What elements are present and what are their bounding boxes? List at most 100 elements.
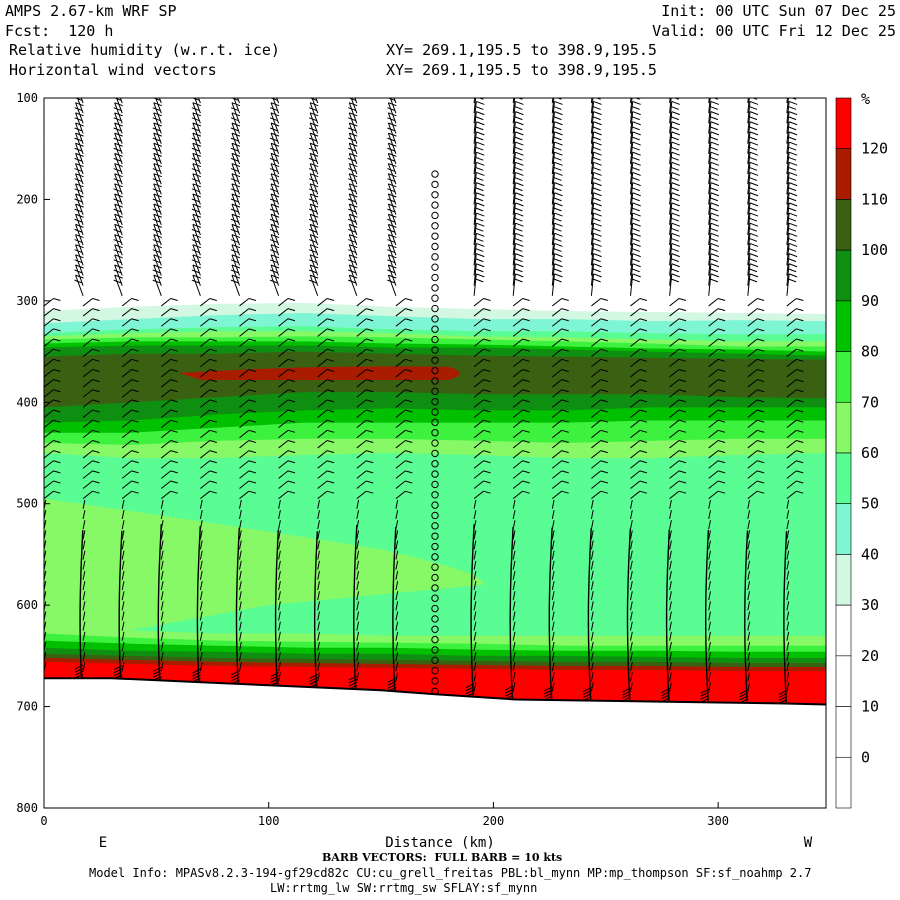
barb-flag [113, 178, 122, 183]
barb-shaft [75, 254, 84, 276]
calm-circle [431, 677, 439, 685]
barb-shaft [121, 621, 125, 631]
barb-shaft [747, 202, 751, 225]
barb-flag [632, 192, 641, 197]
barb-flag [828, 162, 836, 165]
barb-shaft [153, 224, 162, 246]
low-level-flag [622, 696, 631, 702]
barb-flag [44, 145, 45, 147]
barb-flag [153, 274, 162, 279]
barb-shaft [747, 550, 751, 560]
barb-flag [709, 237, 719, 242]
low-level-flag [309, 679, 318, 685]
barb-flag [828, 213, 836, 216]
barb-shaft [747, 379, 758, 388]
barb-shaft [551, 631, 555, 641]
barb-flag [475, 258, 484, 263]
barb-flag [388, 244, 397, 249]
barb-shaft [669, 399, 680, 408]
barb-flag [44, 267, 45, 269]
barb-flag [757, 450, 765, 454]
barb-flag [92, 409, 100, 413]
barb-shaft [199, 662, 203, 672]
barb-shaft [512, 212, 516, 235]
calm-circle [431, 377, 439, 385]
barb-shaft [786, 263, 790, 286]
barb-flag [309, 122, 319, 127]
low-level-flag [74, 664, 84, 670]
barb-shaft [239, 641, 242, 651]
low-level-flag [113, 671, 123, 677]
barb-flag [231, 132, 241, 137]
barb-flag [522, 470, 530, 474]
barb-shaft [121, 652, 125, 662]
barb-shaft [387, 132, 397, 154]
barb-shaft [356, 510, 360, 520]
barb-shaft [708, 98, 711, 114]
barb-shaft [44, 233, 45, 235]
barb-flag [387, 127, 396, 132]
barb-flag [348, 259, 357, 264]
barb-shaft [786, 581, 790, 591]
barb-shaft [786, 369, 797, 378]
barb-shaft [551, 101, 555, 124]
barb-flag [309, 264, 319, 269]
colorbar-unit: % [861, 90, 870, 108]
barb-flag [191, 269, 201, 274]
barb-shaft [348, 112, 358, 134]
barb-flag [478, 98, 484, 100]
barb-flag [405, 419, 413, 423]
barb-shaft [395, 419, 406, 429]
barb-shaft [669, 243, 673, 266]
barb-flag [553, 187, 562, 192]
barb-shaft [231, 244, 240, 266]
barb-shaft [512, 182, 516, 205]
barb-flag [348, 279, 357, 284]
barb-shaft [239, 348, 250, 358]
barb-flag [788, 242, 798, 247]
barb-flag [92, 318, 100, 322]
barb-shaft [82, 540, 86, 550]
barb-shaft [591, 429, 602, 439]
barb-flag [230, 269, 240, 274]
barb-shaft [786, 348, 797, 358]
barb-shaft [44, 338, 54, 347]
barb-flag [757, 480, 765, 484]
barb-shaft [473, 243, 477, 266]
barb-shaft [825, 477, 826, 479]
barb-shaft [200, 490, 211, 500]
barb-flag [475, 227, 484, 232]
barb-flag [113, 259, 122, 264]
barb-shaft [512, 611, 516, 621]
low-level-flag [583, 693, 592, 698]
barb-flag [600, 399, 608, 403]
barb-shaft [121, 581, 125, 591]
low-level-flag [700, 688, 709, 694]
barb-flag [828, 172, 836, 175]
barb-shaft [387, 203, 397, 225]
barb-flag [76, 82, 84, 85]
barb-flag [170, 399, 178, 403]
barb-shaft [356, 389, 367, 398]
barb-shaft [630, 379, 641, 388]
barb-shaft [473, 121, 477, 144]
barb-shaft [669, 328, 680, 337]
wind-barbs [35, 82, 836, 704]
barb-flag [709, 146, 719, 151]
barb-flag [35, 87, 43, 90]
barb-shaft [590, 520, 594, 530]
barb-shaft [317, 601, 320, 611]
barb-flag [269, 147, 279, 152]
barb-flag [269, 249, 279, 254]
barb-shaft [270, 224, 280, 246]
barb-flag [827, 259, 835, 262]
barb-shaft [708, 162, 712, 185]
barb-flag [387, 168, 396, 173]
barb-flag [827, 157, 835, 160]
barb-shaft [82, 379, 93, 388]
barb-shaft [590, 223, 595, 246]
barb-flag [154, 93, 162, 96]
barb-flag [349, 93, 357, 96]
barb-shaft [348, 193, 358, 215]
barb-shaft [317, 318, 328, 327]
